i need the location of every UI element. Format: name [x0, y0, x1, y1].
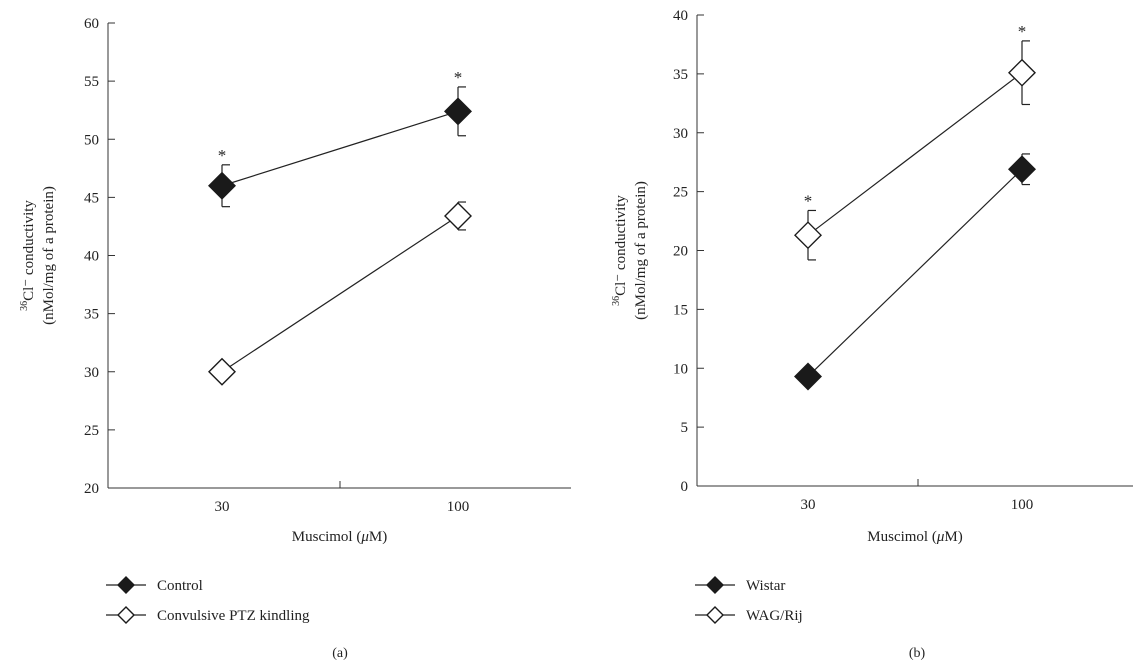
data-point	[208, 171, 236, 200]
series-control: **	[208, 68, 472, 208]
panel-label: (a)	[332, 646, 348, 661]
series-line	[807, 72, 1023, 236]
y-axis-label: 36Cl⁻ conductivity (nMol/mg of a protein)	[19, 186, 57, 325]
y-tick-label: 20	[84, 481, 99, 497]
significance-marker: *	[1018, 22, 1027, 41]
y-tick-label: 15	[673, 302, 688, 318]
x-tick-label: 30	[215, 499, 230, 515]
legend-label: Control	[157, 578, 203, 594]
significance-marker: *	[218, 146, 227, 165]
data-point	[444, 201, 472, 230]
significance-marker: *	[454, 68, 463, 87]
y-tick-label: 35	[84, 307, 99, 323]
legend-marker	[706, 606, 724, 624]
series-line	[221, 215, 459, 373]
chart-panel-a: 20 25 30 35 40 45 50 55 60 30 100 Muscimol (μM) 36Cl…	[19, 16, 571, 661]
y-axis-label: 36Cl⁻ conductivity (nMol/mg of a protein)	[611, 181, 649, 320]
series-wag-rij: **	[794, 22, 1036, 261]
y-tick-label: 55	[84, 74, 99, 90]
legend-marker	[706, 576, 724, 594]
data-point	[1008, 58, 1036, 87]
y-axis-label-line2: (nMol/mg of a protein)	[41, 186, 57, 325]
legend-label: Convulsive PTZ kindling	[157, 608, 310, 624]
significance-marker: *	[804, 191, 813, 210]
y-axis-label-line2: (nMol/mg of a protein)	[633, 181, 649, 320]
y-tick-label: 5	[681, 420, 689, 436]
x-axis-label: Muscimol (μM)	[867, 529, 962, 545]
legend: Control Convulsive PTZ kindling	[106, 576, 310, 624]
panel-label: (b)	[909, 646, 926, 661]
data-point	[444, 97, 472, 126]
series-wistar	[794, 153, 1036, 391]
x-tick-label: 100	[447, 499, 470, 515]
legend: Wistar WAG/Rij	[695, 576, 803, 624]
y-tick-label: 20	[673, 244, 688, 260]
y-tick-label: 30	[673, 126, 688, 142]
series-line	[221, 110, 459, 187]
y-tick-label: 10	[673, 361, 688, 377]
legend-label: Wistar	[746, 578, 785, 594]
data-point	[208, 357, 236, 386]
chart-panel-b: 0 5 10 15 20 25 30 35 40 30 100 Muscimol (μM) 36Cl⁻ …	[611, 8, 1133, 661]
y-tick-label: 40	[673, 8, 688, 24]
data-point	[794, 362, 822, 391]
y-tick-label: 45	[84, 190, 99, 206]
y-axis-label-line1: 36Cl⁻ conductivity	[611, 195, 629, 306]
series-convulsive-ptz-kindling	[208, 201, 472, 386]
x-axis-label: Muscimol (μM)	[292, 529, 387, 545]
y-tick-label: 60	[84, 16, 99, 32]
y-tick-label: 40	[84, 249, 99, 265]
y-tick-label: 35	[673, 67, 688, 83]
series-line	[807, 168, 1023, 377]
data-point	[794, 221, 822, 250]
x-tick-label: 100	[1011, 497, 1034, 513]
x-tick-label: 30	[801, 497, 816, 513]
legend-marker	[117, 576, 135, 594]
legend-marker	[117, 606, 135, 624]
y-tick-label: 50	[84, 132, 99, 148]
y-tick-label: 30	[84, 365, 99, 381]
y-axis-label-line1: 36Cl⁻ conductivity	[19, 200, 37, 311]
legend-label: WAG/Rij	[746, 608, 803, 624]
y-tick-label: 25	[84, 423, 99, 439]
data-point	[1008, 155, 1036, 184]
y-tick-label: 25	[673, 185, 688, 201]
y-tick-label: 0	[681, 479, 689, 495]
